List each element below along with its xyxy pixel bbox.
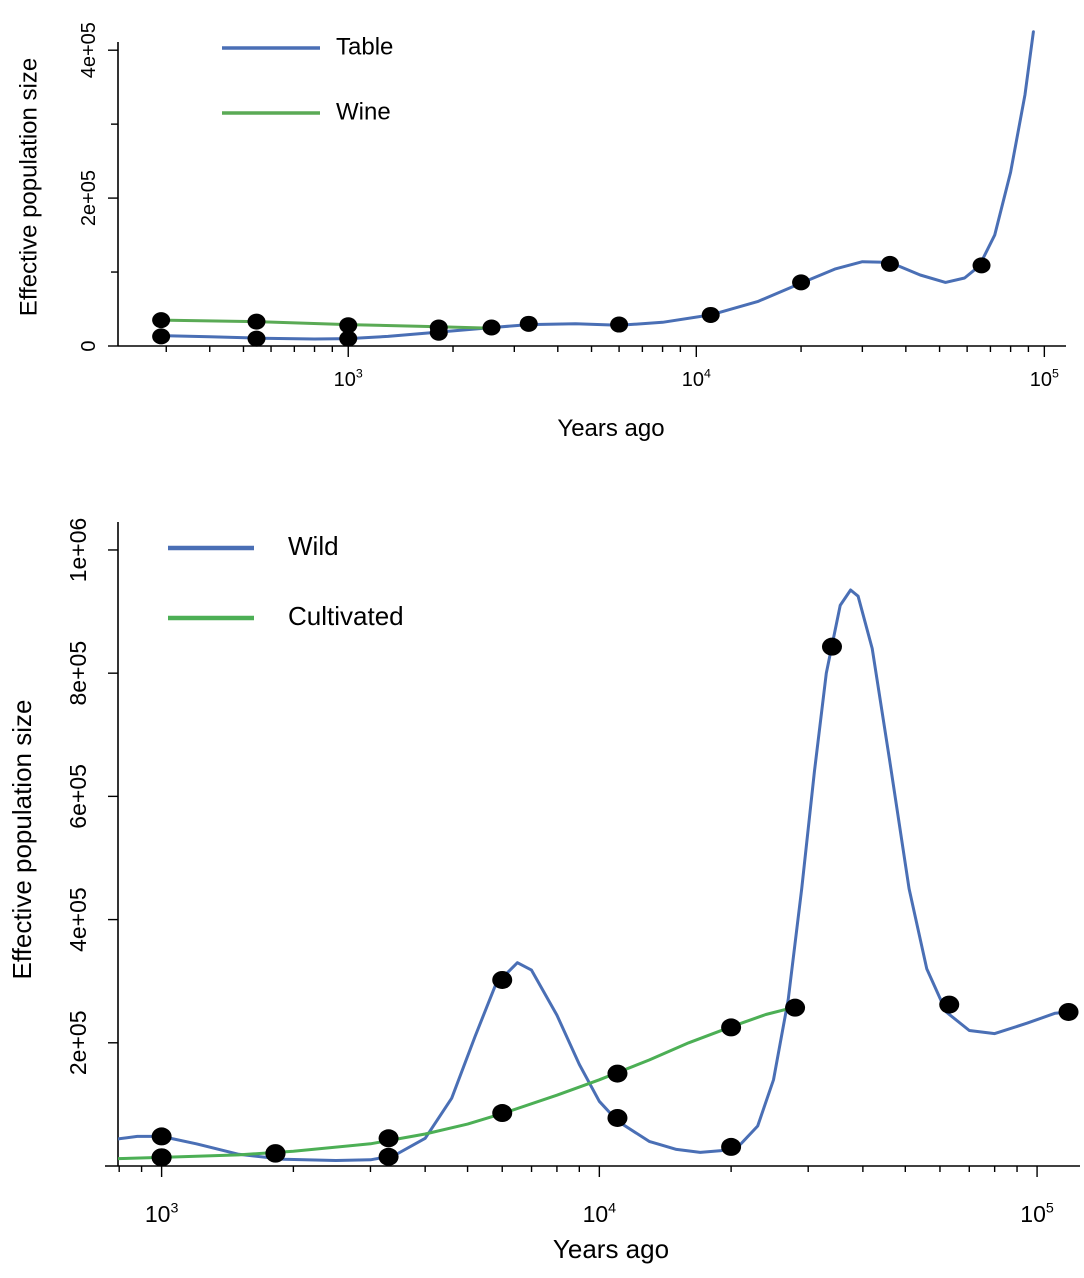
data-point-cultivated: [265, 1144, 286, 1163]
data-point-cultivated: [492, 1104, 513, 1123]
data-point-table: [792, 274, 811, 291]
y-tick-label: 6e+05: [65, 764, 91, 829]
chart-bottom-panel: 2e+05 4e+05 6e+05 8e+05 1e+06 103 104 105 Years …: [7, 518, 1080, 1264]
data-point-wine: [429, 319, 448, 336]
data-point-wild: [1058, 1002, 1079, 1021]
series-line-wild: [118, 588, 1070, 1162]
legend-label-cultivated: Cultivated: [288, 601, 404, 631]
data-point-cultivated: [378, 1129, 399, 1148]
y-tick-label: 2e+05: [65, 1010, 91, 1075]
y-tick-label: 1e+06: [65, 518, 91, 583]
data-point-table: [152, 328, 171, 345]
x-tick-label: 103: [334, 367, 363, 391]
data-point-table: [610, 316, 629, 333]
x-tick-label: 105: [1030, 367, 1059, 391]
data-point-cultivated: [151, 1148, 172, 1167]
data-point-cultivated: [721, 1018, 742, 1037]
data-point-table: [519, 315, 538, 332]
x-tick-label: 105: [1020, 1200, 1054, 1227]
x-tick-label: 104: [583, 1200, 617, 1227]
data-point-wild: [721, 1137, 742, 1156]
data-point-wine: [339, 317, 358, 334]
x-tick-label: 104: [682, 367, 711, 391]
data-point-wild: [378, 1147, 399, 1166]
series-line-table: [159, 30, 1035, 341]
data-point-wild: [607, 1108, 628, 1127]
legend-label-table: Table: [336, 33, 393, 60]
y-tick-label: 4e+05: [65, 887, 91, 952]
y-tick-label: 2e+05: [78, 170, 100, 226]
data-point-cultivated: [785, 998, 806, 1017]
data-point-wine: [247, 313, 266, 330]
y-tick-label: 0: [78, 340, 100, 351]
x-axis-title: Years ago: [553, 1234, 669, 1264]
data-point-table: [247, 330, 266, 347]
y-tick-label: 4e+05: [78, 22, 100, 78]
y-tick-label: 8e+05: [65, 641, 91, 706]
data-point-cultivated: [607, 1064, 628, 1083]
data-point-wild: [821, 637, 842, 656]
data-point-table: [880, 255, 899, 272]
data-point-wild: [151, 1127, 172, 1146]
legend-label-wild: Wild: [288, 531, 339, 561]
x-tick-label: 103: [145, 1200, 179, 1227]
data-point-wild: [939, 995, 960, 1014]
data-point-table: [482, 319, 501, 336]
y-axis-title: Effective population size: [15, 58, 42, 316]
data-point-table: [339, 330, 358, 347]
data-point-table: [972, 257, 991, 274]
data-point-table: [701, 306, 720, 323]
data-point-wine: [152, 312, 171, 329]
data-point-wild: [492, 970, 513, 989]
legend-label-wine: Wine: [336, 98, 391, 125]
chart-top-panel: 0 2e+05 4e+05 103 104 105 Years ago Effective p…: [15, 22, 1066, 442]
x-axis-title: Years ago: [557, 415, 664, 442]
y-axis-title: Effective population size: [7, 700, 37, 980]
